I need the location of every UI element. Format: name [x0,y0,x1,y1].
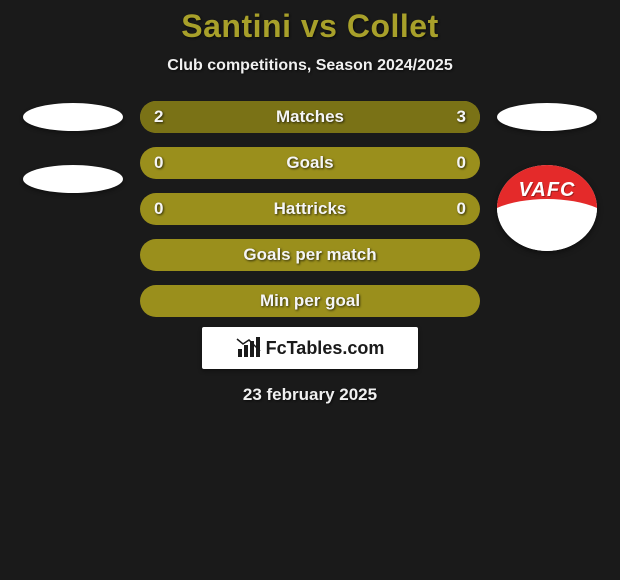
stat-value-right: 3 [457,107,466,127]
stat-bar: 0 Hattricks 0 [140,193,480,225]
main-row: 2 Matches 3 0 Goals 0 0 Hattricks 0 Goals per mat… [0,101,620,317]
right-player-column: VAFC [492,101,602,251]
player1-name: Santini [181,8,291,44]
bar-chart-icon [236,337,262,359]
stat-value-left: 2 [154,107,163,127]
brand-bar: FcTables.com [202,327,418,369]
stat-bar: Min per goal [140,285,480,317]
comparison-title: Santini vs Collet [181,8,438,45]
player1-club-placeholder [23,165,123,193]
brand-text: FcTables.com [266,338,385,359]
stat-label: Matches [276,107,344,127]
stat-value-right: 0 [457,199,466,219]
stat-label: Goals [286,153,333,173]
stat-bar: 0 Goals 0 [140,147,480,179]
left-player-column [18,101,128,193]
emblem-curve [497,199,597,251]
stat-bar: 2 Matches 3 [140,101,480,133]
player2-avatar-placeholder [497,103,597,131]
stat-value-left: 0 [154,153,163,173]
stats-column: 2 Matches 3 0 Goals 0 0 Hattricks 0 Goals per mat… [140,101,480,317]
emblem-letters: VAFC [497,179,597,202]
stat-label: Hattricks [274,199,347,219]
stat-bar: Goals per match [140,239,480,271]
stat-label: Goals per match [243,245,376,265]
player2-name: Collet [347,8,439,44]
subtitle: Club competitions, Season 2024/2025 [167,57,452,75]
player1-avatar-placeholder [23,103,123,131]
vs-separator: vs [301,8,338,44]
infographic-container: Santini vs Collet Club competitions, Sea… [0,0,620,405]
stat-label: Min per goal [260,291,360,311]
stat-value-left: 0 [154,199,163,219]
stat-value-right: 0 [457,153,466,173]
player2-club-emblem: VAFC [497,165,597,251]
date-line: 23 february 2025 [243,385,377,405]
